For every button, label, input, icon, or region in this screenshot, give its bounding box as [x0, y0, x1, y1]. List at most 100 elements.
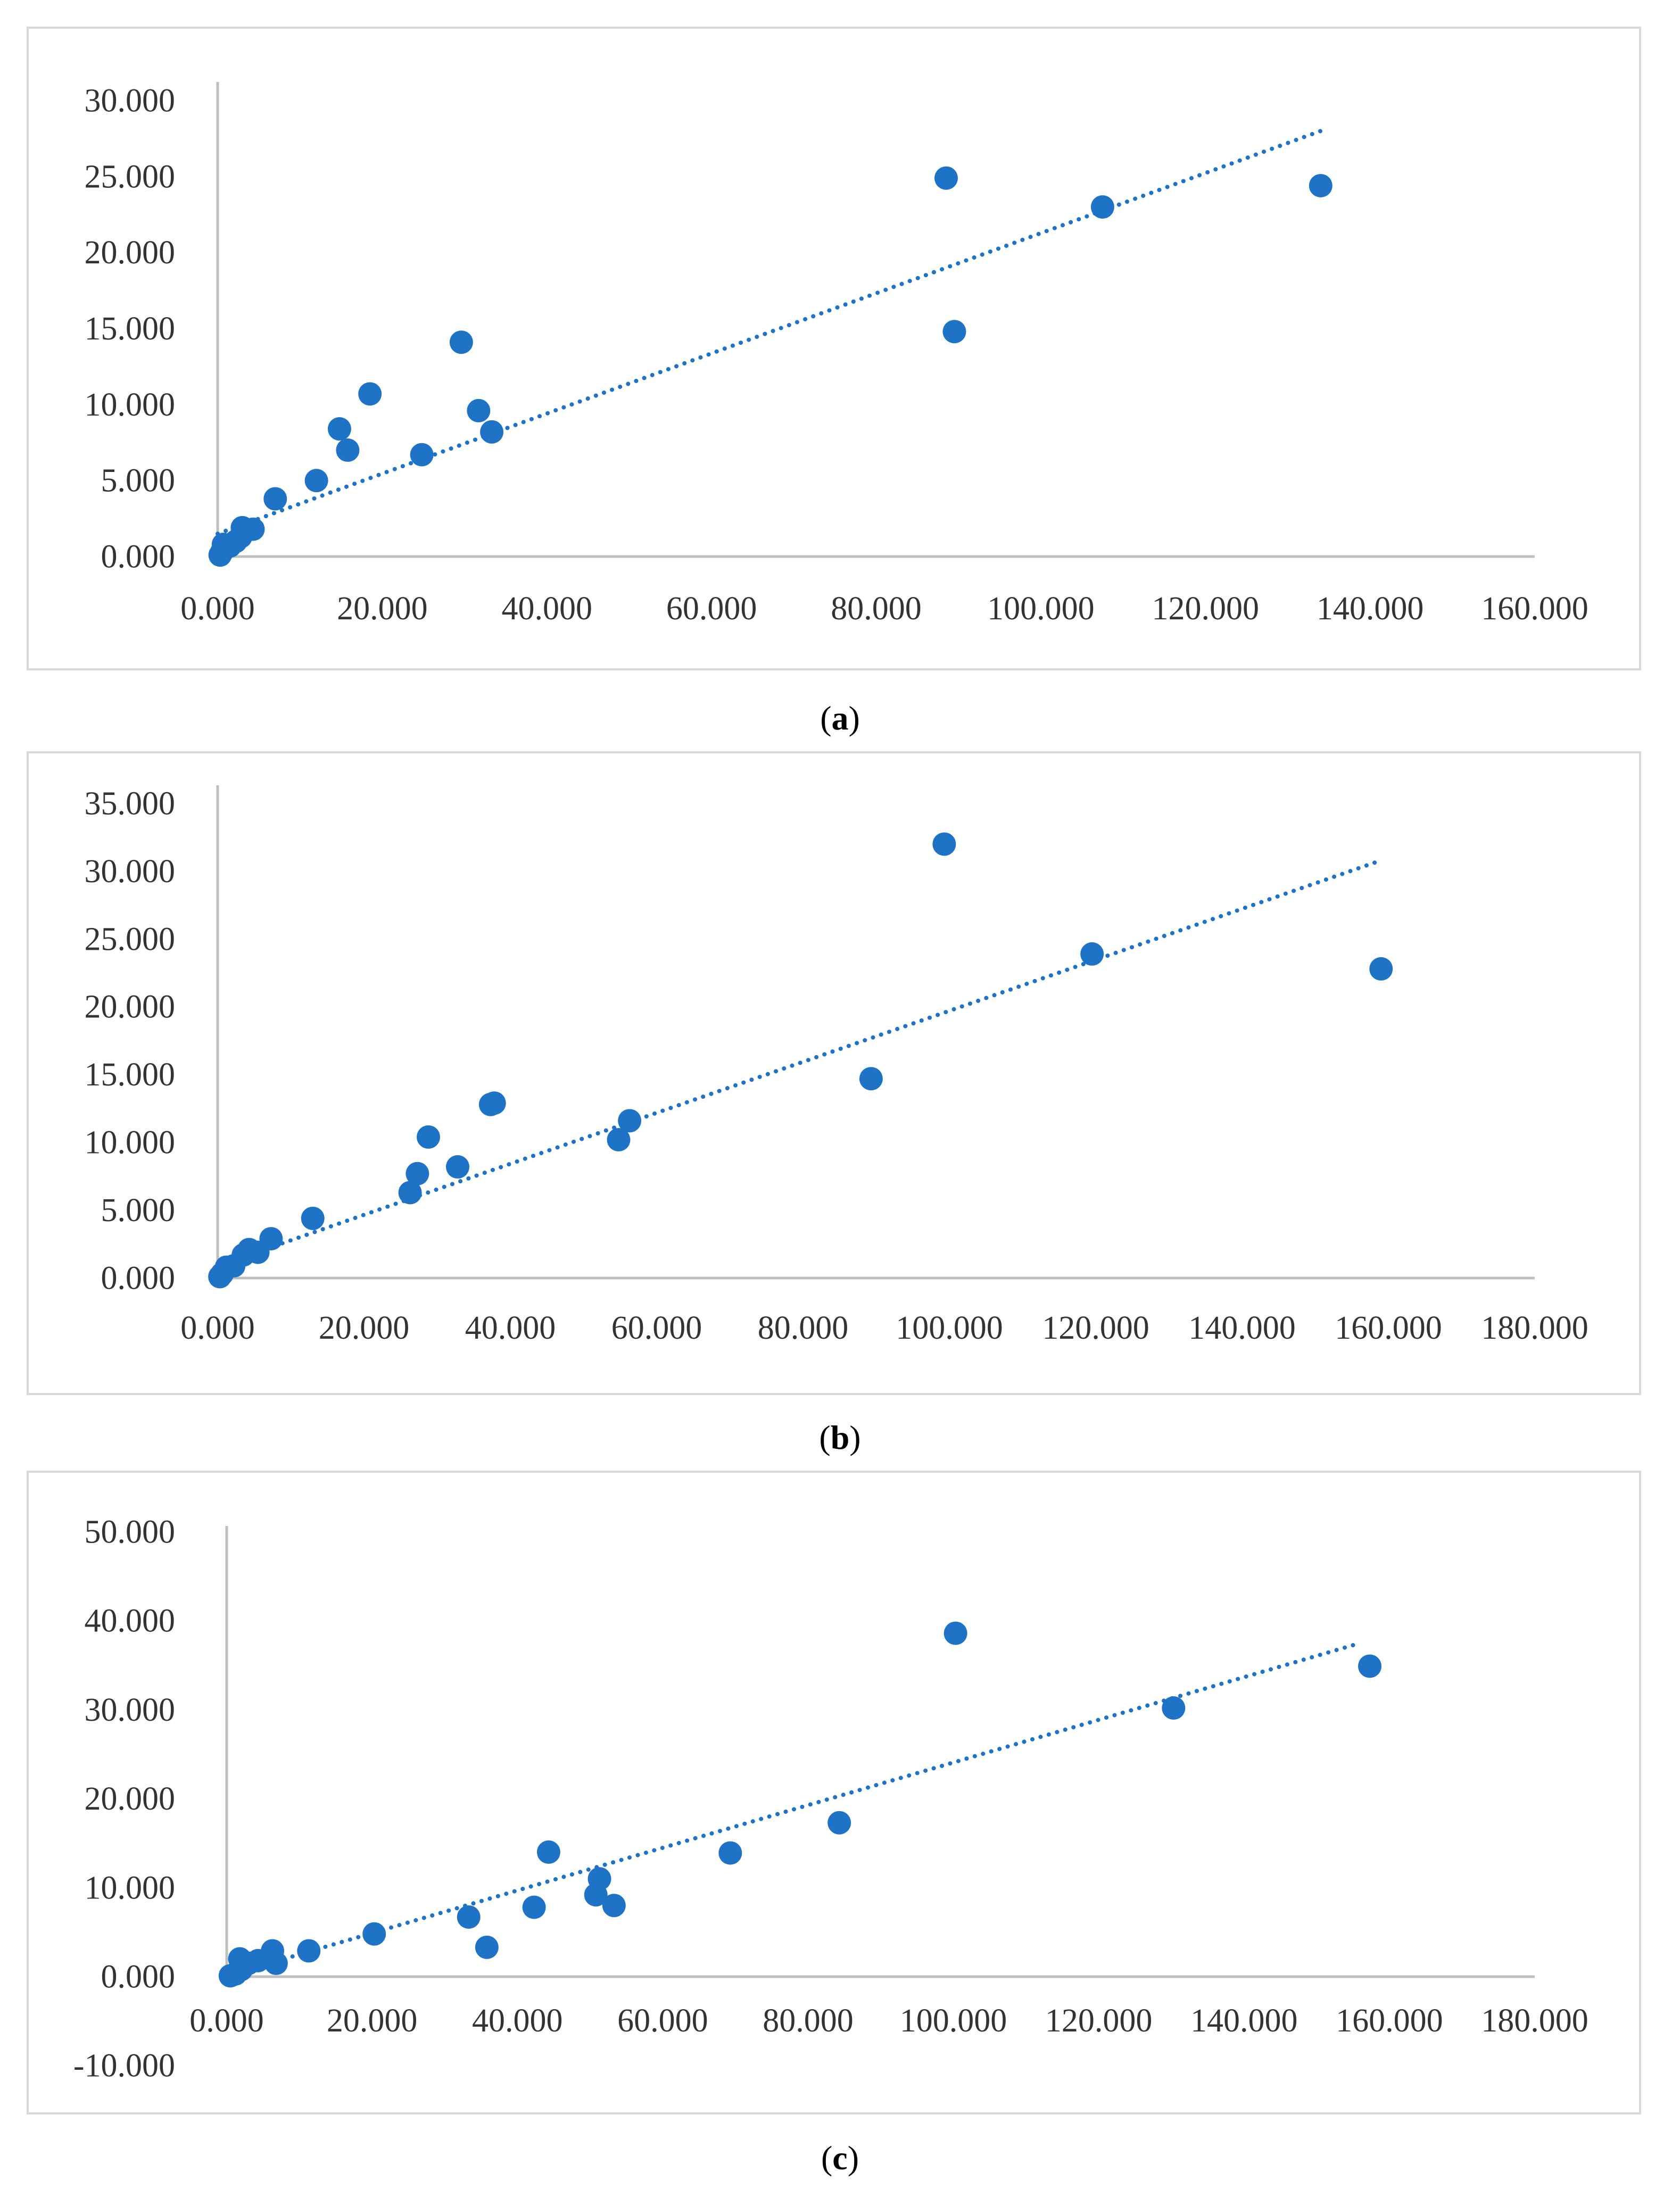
x-tick-label: 80.000 [763, 2003, 854, 2039]
data-point [263, 487, 287, 511]
x-tick-label: 140.000 [1190, 2003, 1298, 2039]
data-point [449, 330, 473, 354]
y-tick-label: 25.000 [85, 921, 176, 957]
y-tick-label: 30.000 [85, 82, 176, 119]
data-point [467, 399, 491, 422]
y-tick-label: 20.000 [85, 235, 176, 271]
x-tick-label: 120.000 [1152, 591, 1260, 627]
x-tick-label: 160.000 [1481, 591, 1588, 627]
chart-panel-c: -10.000 0.000 10.000 20.000 30.000 40.000 50.0… [27, 1471, 1641, 2114]
x-tick-label: 100.000 [900, 2003, 1007, 2039]
y-tick-label: 20.000 [85, 1781, 176, 1817]
data-point [934, 166, 958, 190]
data-point [942, 320, 966, 344]
x-tick-label: 0.000 [180, 1310, 255, 1346]
trendline [225, 1641, 1363, 1978]
data-point [522, 1895, 546, 1919]
data-point [607, 1128, 631, 1152]
y-tick-label: 5.000 [101, 463, 176, 499]
data-point [536, 1840, 560, 1864]
caption-b: (b) [819, 1419, 861, 1456]
data-point [1080, 942, 1104, 966]
data-point [446, 1155, 469, 1179]
data-point [301, 1206, 325, 1230]
x-tick-label: 180.000 [1481, 1310, 1588, 1346]
y-tick-label: 15.000 [85, 1057, 176, 1093]
y-tick-label: 15.000 [85, 311, 176, 347]
x-tick-label: 0.000 [180, 591, 255, 627]
data-point [304, 469, 328, 493]
x-tick-label: 160.000 [1336, 2003, 1443, 2039]
data-point [405, 1162, 429, 1185]
y-tick-label: 40.000 [85, 1603, 176, 1639]
x-tick-label: 60.000 [666, 591, 757, 627]
x-tick-label: 20.000 [319, 1310, 410, 1346]
data-point [259, 1227, 283, 1251]
y-tick-label: 10.000 [85, 1870, 176, 1906]
data-point [297, 1939, 321, 1963]
scatter-chart-a: 0.000 5.000 10.000 15.000 20.000 25.000 30.000… [85, 82, 1588, 627]
scatter-chart-c: -10.000 0.000 10.000 20.000 30.000 40.000 50.0… [73, 1514, 1588, 2084]
y-tick-label: 0.000 [101, 1959, 176, 1995]
y-tick-label: 30.000 [85, 853, 176, 890]
x-tick-label: 20.000 [337, 591, 428, 627]
x-tick-label: 0.000 [189, 2003, 264, 2039]
data-point [336, 438, 360, 462]
scatter-chart-b: 0.000 5.000 10.000 15.000 20.000 25.000 30.000… [85, 785, 1588, 1346]
y-tick-label: 35.000 [85, 785, 176, 822]
data-point [1309, 173, 1333, 197]
y-tick-label: 50.000 [85, 1514, 176, 1550]
x-tick-label: 60.000 [617, 2003, 708, 2039]
data-point [587, 1867, 611, 1891]
y-tick-label: 0.000 [101, 538, 176, 575]
x-tick-label: 100.000 [987, 591, 1095, 627]
x-tick-label: 40.000 [502, 591, 593, 627]
x-tick-label: 80.000 [831, 591, 922, 627]
y-tick-label: 20.000 [85, 989, 176, 1025]
data-point [932, 832, 956, 856]
data-point [1090, 195, 1114, 219]
data-point [618, 1109, 642, 1133]
data-point [1369, 957, 1393, 981]
data-point [859, 1067, 883, 1091]
trendline [216, 858, 1384, 1268]
caption-c: (c) [821, 2139, 859, 2177]
y-tick-label: 10.000 [85, 1125, 176, 1161]
data-point [475, 1935, 499, 1959]
x-tick-label: 20.000 [327, 2003, 418, 2039]
x-tick-label: 120.000 [1045, 2003, 1153, 2039]
data-point [327, 417, 351, 441]
x-tick-label: 100.000 [896, 1310, 1003, 1346]
data-point [944, 1621, 967, 1645]
chart-panel-b: 0.000 5.000 10.000 15.000 20.000 25.000 30.000… [27, 751, 1641, 1395]
data-point [457, 1905, 481, 1929]
chart-panel-a: 0.000 5.000 10.000 15.000 20.000 25.000 30.000… [27, 27, 1641, 670]
x-tick-label: 140.000 [1188, 1310, 1296, 1346]
data-point [417, 1125, 440, 1149]
caption-a: (a) [820, 699, 860, 737]
x-tick-label: 140.000 [1317, 591, 1424, 627]
x-tick-label: 40.000 [465, 1310, 556, 1346]
data-point [482, 1091, 506, 1115]
data-point [602, 1894, 626, 1918]
y-tick-label: 25.000 [85, 159, 176, 195]
data-point [264, 1951, 288, 1975]
x-tick-label: 80.000 [758, 1310, 849, 1346]
data-point [827, 1811, 851, 1835]
data-point [480, 420, 504, 444]
data-point [362, 1922, 386, 1946]
y-tick-label: 30.000 [85, 1692, 176, 1728]
y-tick-label: 10.000 [85, 387, 176, 423]
y-tick-label: 5.000 [101, 1192, 176, 1229]
x-tick-label: 160.000 [1335, 1310, 1442, 1346]
trendline [216, 129, 1323, 536]
data-point [1162, 1696, 1186, 1720]
data-point [1358, 1654, 1382, 1678]
data-point [358, 382, 382, 406]
data-point [398, 1181, 422, 1205]
y-tick-label: 0.000 [101, 1260, 176, 1296]
data-point [718, 1841, 742, 1865]
x-tick-label: 120.000 [1042, 1310, 1149, 1346]
y-tick-label: -10.000 [73, 2048, 175, 2084]
x-tick-label: 60.000 [611, 1310, 702, 1346]
